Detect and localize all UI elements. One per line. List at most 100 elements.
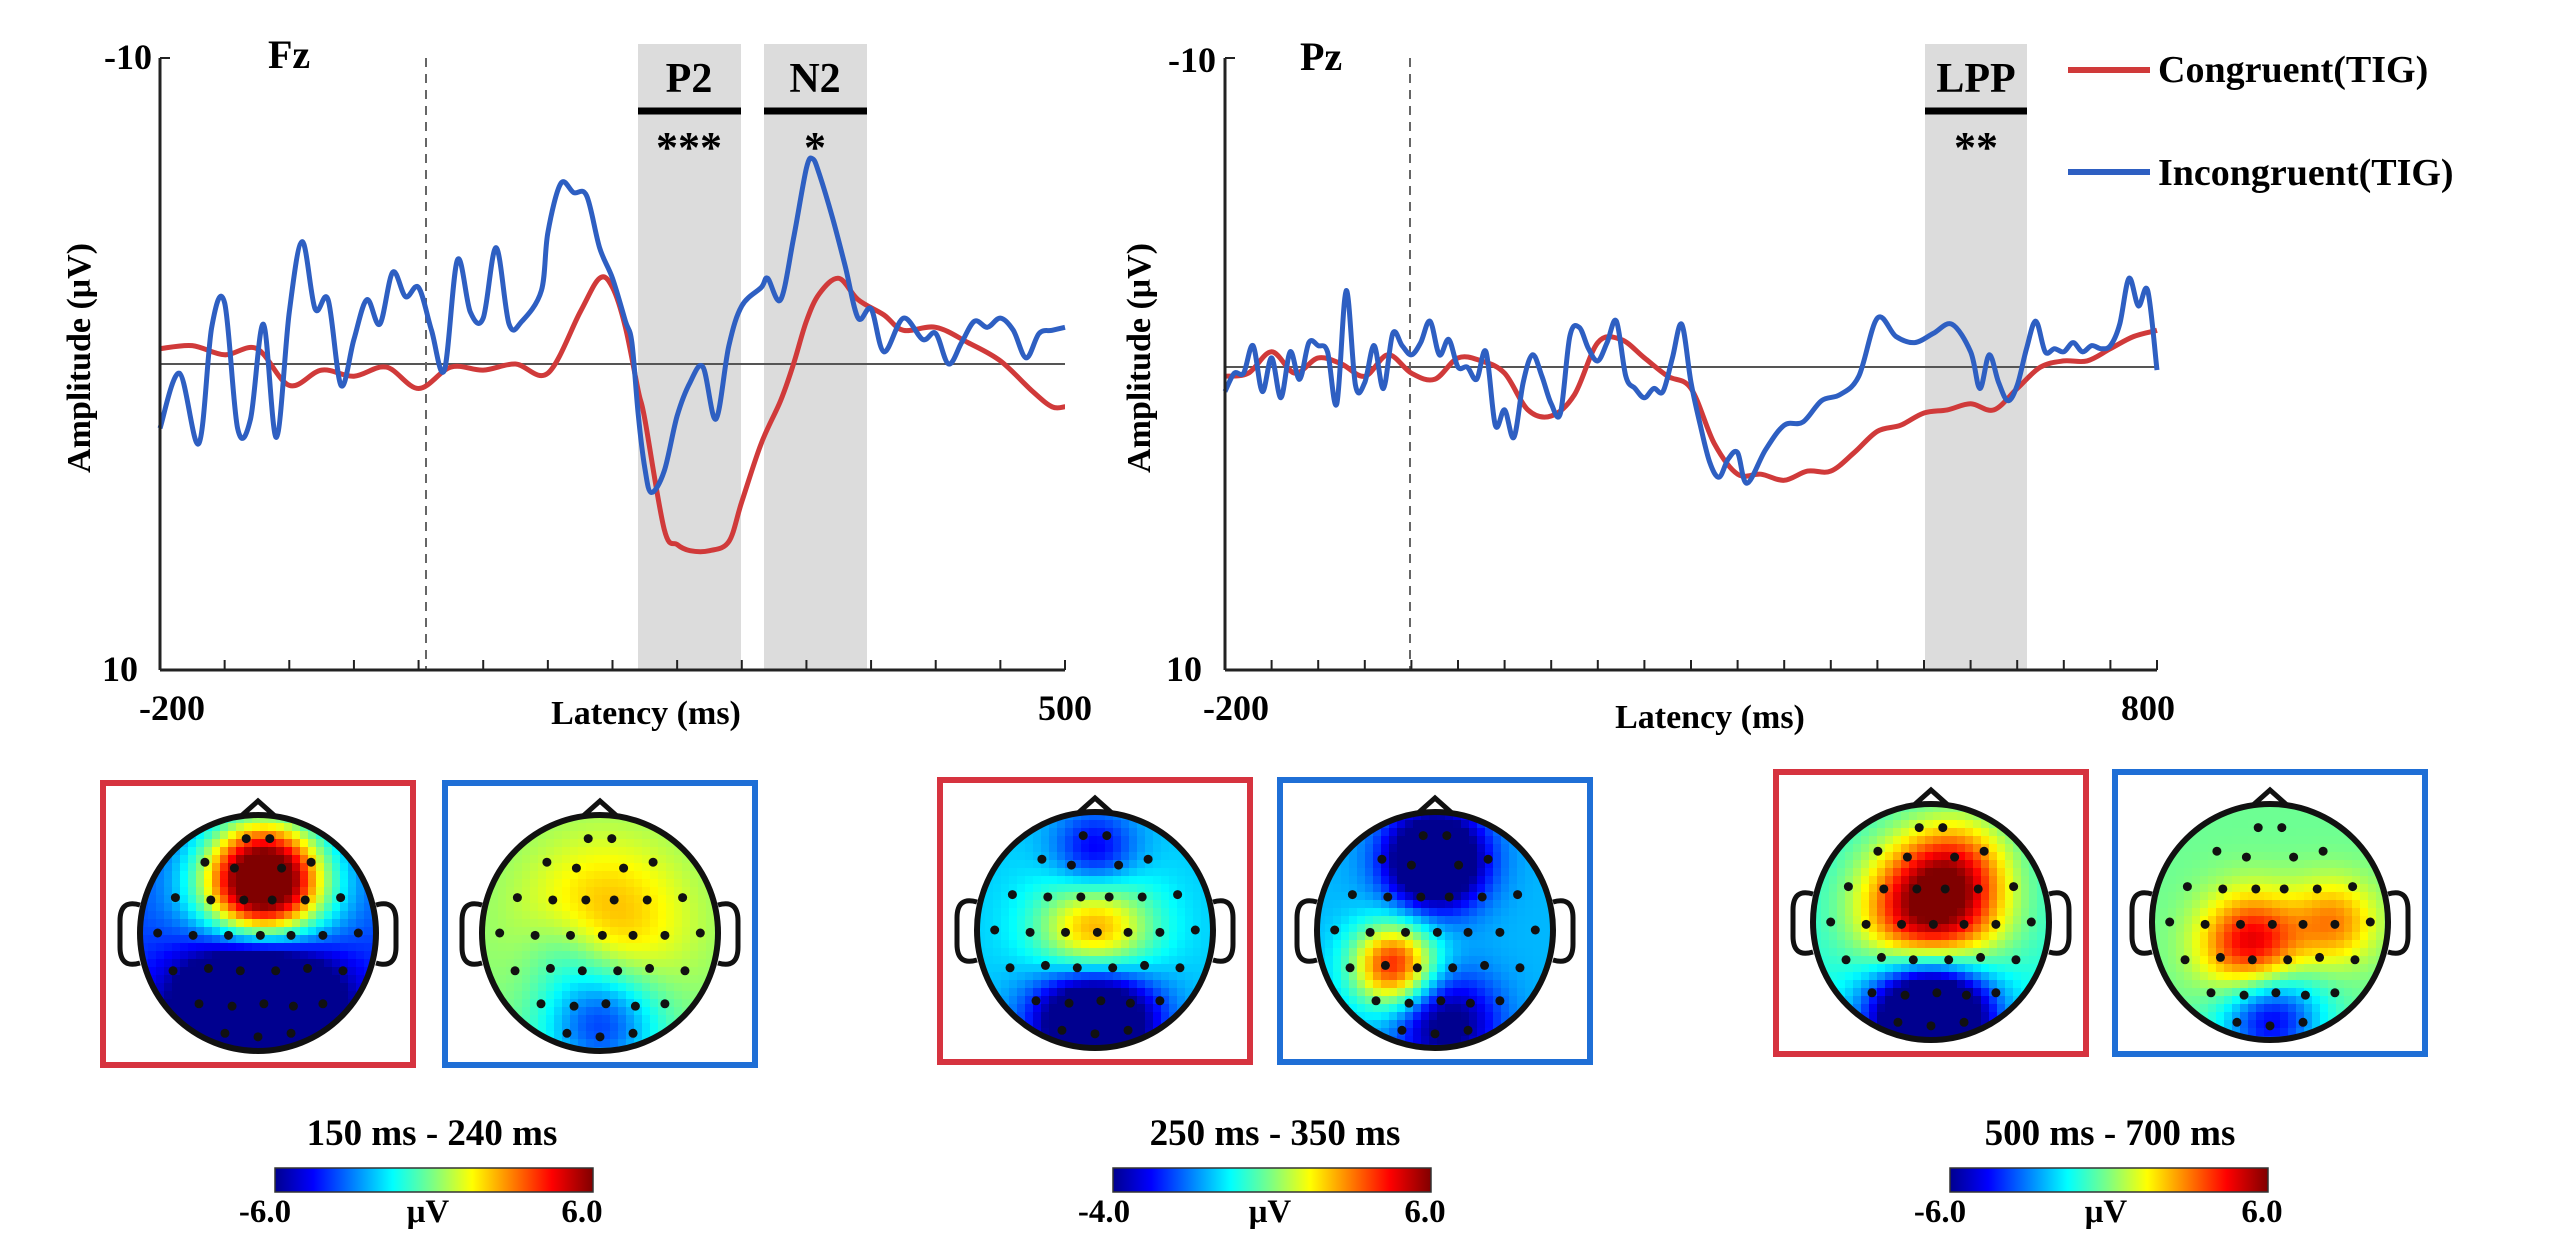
electrode-dot — [2236, 919, 2245, 929]
electrode-dot — [1092, 927, 1102, 937]
electrode-dot — [545, 963, 555, 973]
topomap-frame — [100, 780, 416, 1068]
x-axis-label: Latency (ms) — [551, 695, 741, 732]
ear-outline — [459, 901, 483, 967]
electrode-dot — [530, 930, 540, 940]
electrode-dot — [1944, 955, 1954, 965]
time-window-2: 250 ms - 350 ms — [1150, 1113, 1401, 1154]
electrode-dot — [259, 999, 269, 1009]
colorbar-1 — [274, 1167, 594, 1193]
electrode-dot — [1380, 960, 1390, 970]
electrode-dot — [1007, 890, 1017, 900]
electrode-dot — [1347, 890, 1357, 900]
electrode-dot — [510, 966, 520, 976]
electrode-dot — [286, 1028, 296, 1038]
electrode-dot — [630, 1001, 640, 1011]
electrode-dot — [1959, 919, 1969, 929]
colorbar-3-max: 6.0 — [2241, 1194, 2282, 1230]
electrode-dot — [235, 966, 245, 976]
channel-label-pz: Pz — [1300, 34, 1342, 79]
electrode-dot — [2011, 955, 2021, 965]
y-axis-label: Amplitude (μV) — [61, 243, 98, 473]
nose-outline — [2250, 786, 2290, 808]
electrode-dot — [303, 963, 313, 973]
electrode-dot — [1876, 952, 1886, 962]
colorbar-1-unit: μV — [407, 1194, 450, 1230]
electrode-dot — [168, 966, 178, 976]
topomap-frame — [1277, 777, 1593, 1065]
electrode-dot — [1137, 892, 1147, 902]
electrode-dot — [571, 863, 581, 873]
electrode-dot — [577, 966, 587, 976]
electrode-dot — [628, 930, 638, 940]
channel-label-fz: Fz — [268, 32, 310, 77]
electrode-dot — [1926, 1021, 1936, 1031]
electrode-dot — [1371, 996, 1381, 1006]
electrode-dot — [227, 1001, 237, 1011]
ear-outline — [117, 901, 141, 967]
n2-significance: * — [804, 123, 826, 172]
electrode-dot — [2265, 1021, 2275, 1031]
electrode-dot — [619, 863, 629, 873]
y-tick-bottom: 10 — [102, 649, 138, 689]
electrode-dot — [2365, 917, 2375, 927]
topomap-1 — [100, 780, 416, 1068]
electrode-dot — [1406, 860, 1416, 870]
electrode-dot — [1928, 919, 1938, 929]
electrode-dot — [2298, 919, 2308, 929]
electrode-dot — [188, 930, 198, 940]
head-outline — [974, 809, 1216, 1051]
time-window-1: 150 ms - 240 ms — [307, 1113, 558, 1154]
ear-outline — [375, 901, 399, 967]
electrode-dot — [1096, 996, 1106, 1006]
electrode-dot — [1104, 892, 1114, 902]
electrode-dot — [1005, 963, 1015, 973]
head-outline — [1810, 801, 2052, 1043]
x-tick-right: 500 — [1038, 688, 1092, 728]
electrode-dot — [536, 999, 546, 1009]
electrode-dot — [562, 1028, 572, 1038]
electrode-dot — [1061, 927, 1070, 937]
electrode-dot — [1495, 927, 1505, 937]
electrode-dot — [1442, 831, 1452, 841]
electrode-dot — [1418, 831, 1428, 841]
colorbar-2 — [1112, 1167, 1432, 1193]
ear-outline — [717, 901, 741, 967]
electrode-dot — [2318, 846, 2328, 856]
electrode-dot — [2350, 955, 2360, 965]
electrode-dot — [2206, 988, 2216, 998]
electrode-dot — [1404, 998, 1414, 1008]
electrode-dot — [1961, 990, 1971, 1000]
topomap-4 — [1277, 777, 1593, 1065]
ear-outline — [2048, 890, 2072, 956]
y-tick-top: -10 — [104, 37, 152, 77]
x-tick-right: 800 — [2121, 688, 2175, 728]
electrode-dot — [2251, 884, 2261, 894]
colorbar-1-max: 6.0 — [561, 1194, 602, 1230]
electrode-dot — [2218, 884, 2228, 894]
electrode-dot — [2267, 919, 2277, 929]
p2-label: P2 — [666, 56, 713, 102]
electrode-dot — [1976, 952, 1986, 962]
electrode-dot — [2239, 990, 2249, 1000]
electrode-dot — [265, 834, 275, 844]
topomap-6 — [2112, 769, 2428, 1057]
electrode-dot — [318, 999, 328, 1009]
electrode-dot — [1973, 884, 1983, 894]
electrode-dot — [2200, 919, 2210, 929]
electrode-dot — [495, 928, 505, 938]
electrode-dot — [1959, 1017, 1969, 1027]
electrode-dot — [678, 893, 688, 903]
electrode-dot — [1031, 996, 1041, 1006]
electrode-dot — [1072, 963, 1082, 973]
colorbars: 150 ms - 240 ms -6.0 μV 6.0 250 ms - 350… — [239, 1113, 2283, 1230]
electrode-dot — [1377, 854, 1387, 864]
electrode-dot — [2253, 823, 2263, 833]
electrode-dot — [153, 928, 163, 938]
colorbar-3-min: -6.0 — [1914, 1194, 1966, 1230]
electrode-dot — [239, 895, 249, 905]
topomap-frame — [2112, 769, 2428, 1057]
electrode-dot — [255, 930, 265, 940]
electrode-dot — [2212, 846, 2222, 856]
